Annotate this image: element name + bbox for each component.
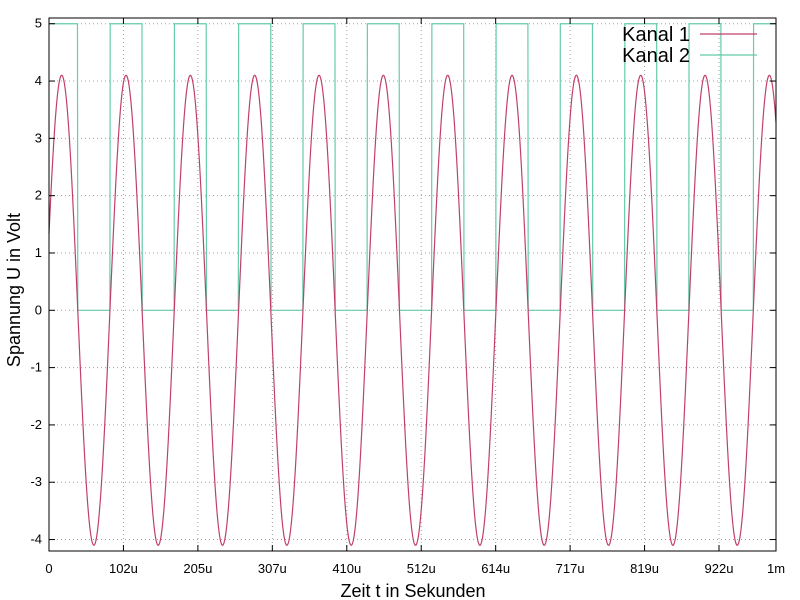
- x-tick-label: 512u: [407, 561, 436, 576]
- x-tick-label: 410u: [332, 561, 361, 576]
- x-tick-label: 1m: [767, 561, 785, 576]
- y-tick-label: -2: [30, 417, 42, 432]
- x-tick-label: 102u: [109, 561, 138, 576]
- series-layer: [48, 23, 777, 546]
- x-tick-label: 205u: [183, 561, 212, 576]
- y-axis: -4 -3 -2 -1 0 1 2 3 4 5: [30, 16, 776, 547]
- x-tick-label: 307u: [258, 561, 287, 576]
- x-tick-label: 717u: [556, 561, 585, 576]
- y-axis-title: Spannung U in Volt: [4, 213, 24, 367]
- legend-label-kanal-2: Kanal 2: [622, 45, 690, 67]
- legend-label-kanal-1: Kanal 1: [622, 24, 690, 46]
- series-line-kanal-1: [48, 74, 777, 546]
- legend: Kanal 1 Kanal 2: [622, 24, 757, 67]
- x-tick-label: 0: [45, 561, 52, 576]
- series-line-kanal-2: [49, 23, 776, 311]
- y-tick-label: 2: [35, 188, 42, 203]
- x-tick-label: 922u: [705, 561, 734, 576]
- y-tick-label: -4: [30, 532, 42, 547]
- x-tick-label: 819u: [630, 561, 659, 576]
- y-tick-label: 1: [35, 245, 42, 260]
- y-tick-label: 5: [35, 16, 42, 31]
- grid: [48, 18, 777, 551]
- plot-frame: [48, 17, 777, 552]
- y-tick-label: 4: [35, 73, 42, 88]
- x-axis-title: Zeit t in Sekunden: [340, 581, 485, 600]
- y-tick-label: -3: [30, 474, 42, 489]
- y-tick-label: -1: [30, 360, 42, 375]
- y-tick-label: 0: [35, 302, 42, 317]
- x-tick-label: 614u: [481, 561, 510, 576]
- y-tick-label: 3: [35, 130, 42, 145]
- x-axis: 0 102u 205u 307u 410u 512u 614u 717u 819u 922u 1m: [45, 18, 785, 576]
